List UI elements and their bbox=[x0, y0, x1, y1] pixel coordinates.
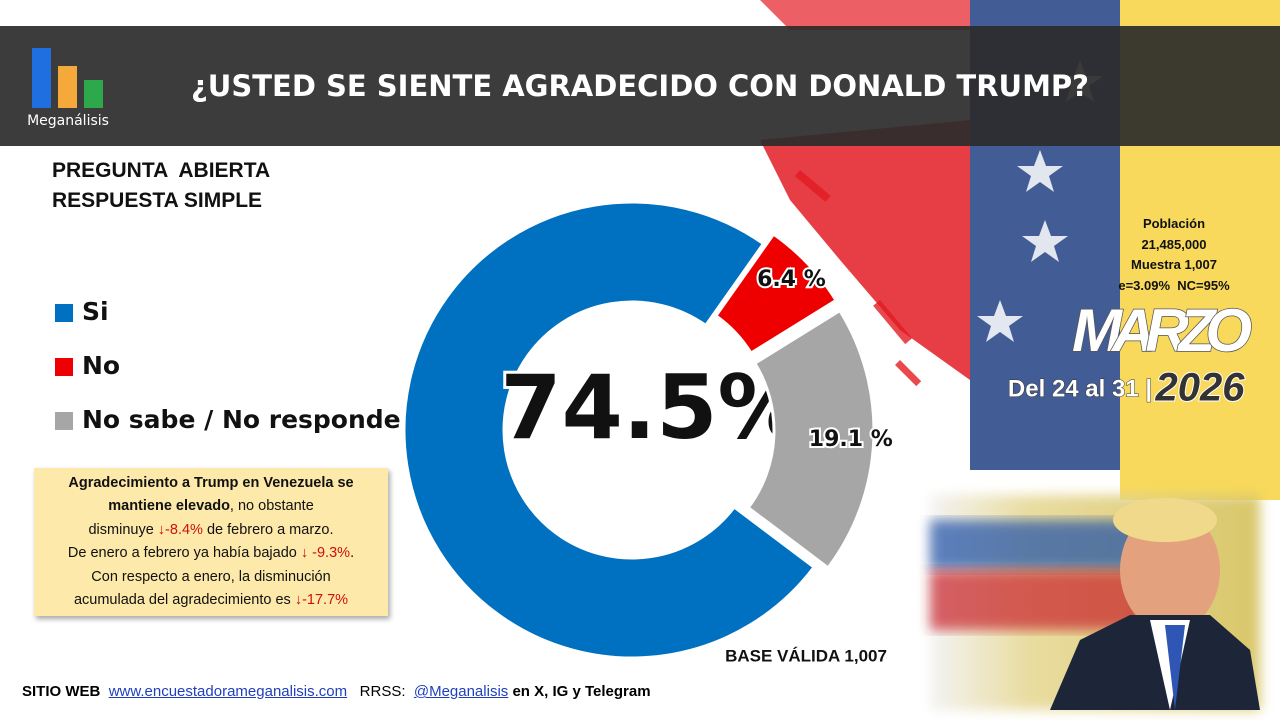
note-box: Agradecimiento a Trump en Venezuela se ma… bbox=[34, 468, 388, 617]
footer-text: en X, IG y Telegram bbox=[512, 683, 651, 700]
note-text: Agradecimiento a Trump en Venezuela se bbox=[68, 475, 354, 491]
base-label: BASE VÁLIDA 1,007 bbox=[725, 646, 887, 665]
data-label: 6.4 % bbox=[757, 267, 826, 292]
note-line: acumulada del agradecimiento es ↓-17.7% bbox=[34, 589, 388, 612]
note-line: disminuye ↓-8.4% de febrero a marzo. bbox=[34, 519, 388, 542]
data-label: 19.1 % bbox=[809, 427, 893, 452]
sample-info: Población 21,485,000 Muestra 1,007 e=3.0… bbox=[1094, 214, 1254, 296]
note-text: ↓-8.4% bbox=[157, 521, 203, 538]
note-text: mantiene elevado bbox=[108, 498, 230, 515]
social-link[interactable]: @Meganalisis bbox=[413, 683, 509, 700]
note-line: mantiene elevado, no obstante bbox=[34, 495, 388, 518]
note-text: Con respecto a enero, la disminución bbox=[91, 568, 331, 585]
note-text: de febrero a marzo. bbox=[202, 521, 334, 538]
note-text: De enero a febrero ya había bajado bbox=[67, 545, 301, 562]
legend-label: No sabe / No responde bbox=[82, 405, 401, 434]
period-month: MARZO bbox=[1072, 297, 1252, 364]
note-text: ↓ -9.3% bbox=[300, 545, 351, 562]
period-year: 2026 bbox=[1155, 366, 1246, 410]
footer: SITIO WEB www.encuestadorameganalisis.co… bbox=[22, 683, 651, 700]
sample-line: Muestra 1,007 bbox=[1131, 257, 1217, 272]
period-days: Del 24 al 31 | bbox=[1008, 375, 1152, 402]
center-label: 74.5% bbox=[500, 356, 805, 459]
note-text: . bbox=[350, 545, 355, 562]
note-line: Con respecto a enero, la disminución bbox=[34, 566, 388, 589]
legend-swatch bbox=[55, 358, 73, 376]
logo-bars bbox=[32, 48, 103, 108]
donut-chart: 74.5% 6.4 % 19.1 % bbox=[402, 200, 895, 660]
note-text: , no obstante bbox=[229, 498, 314, 515]
question-type-line: PREGUNTA ABIERTA bbox=[52, 159, 271, 182]
sample-line: Población bbox=[1142, 216, 1206, 231]
donut-segment bbox=[713, 232, 839, 356]
legend-label: No bbox=[82, 351, 120, 380]
note-text: disminuye bbox=[88, 521, 158, 538]
note-text: ↓-17.7% bbox=[294, 592, 349, 609]
title: ¿USTED SE SIENTE AGRADECIDO CON DONALD T… bbox=[191, 69, 1089, 103]
note-line: De enero a febrero ya había bajado ↓ -9.… bbox=[34, 542, 388, 565]
donut-segment bbox=[402, 200, 817, 660]
legend-swatch bbox=[55, 412, 73, 430]
donut-segment bbox=[746, 308, 876, 570]
sample-line: 21,485,000 bbox=[1141, 236, 1207, 252]
question-type-line: RESPUESTA SIMPLE bbox=[52, 189, 263, 212]
legend-swatch bbox=[55, 304, 73, 322]
photo bbox=[930, 495, 1260, 710]
note-text: acumulada del agradecimiento es bbox=[73, 592, 295, 609]
logo-text: Meganálisis bbox=[27, 113, 109, 129]
sample-line: e=3.09% NC=95% bbox=[1118, 277, 1230, 293]
question-type: PREGUNTA ABIERTA RESPUESTA SIMPLE bbox=[52, 156, 270, 216]
legend-label: Si bbox=[82, 297, 109, 326]
site-link[interactable]: www.encuestadorameganalisis.com bbox=[108, 683, 348, 700]
note-line: Agradecimiento a Trump en Venezuela se bbox=[34, 472, 388, 495]
footer-label: SITIO WEB bbox=[22, 683, 101, 700]
header-band bbox=[0, 26, 1280, 146]
legend: Si No No sabe / No responde bbox=[55, 297, 401, 434]
footer-label: RRSS: bbox=[359, 683, 406, 700]
